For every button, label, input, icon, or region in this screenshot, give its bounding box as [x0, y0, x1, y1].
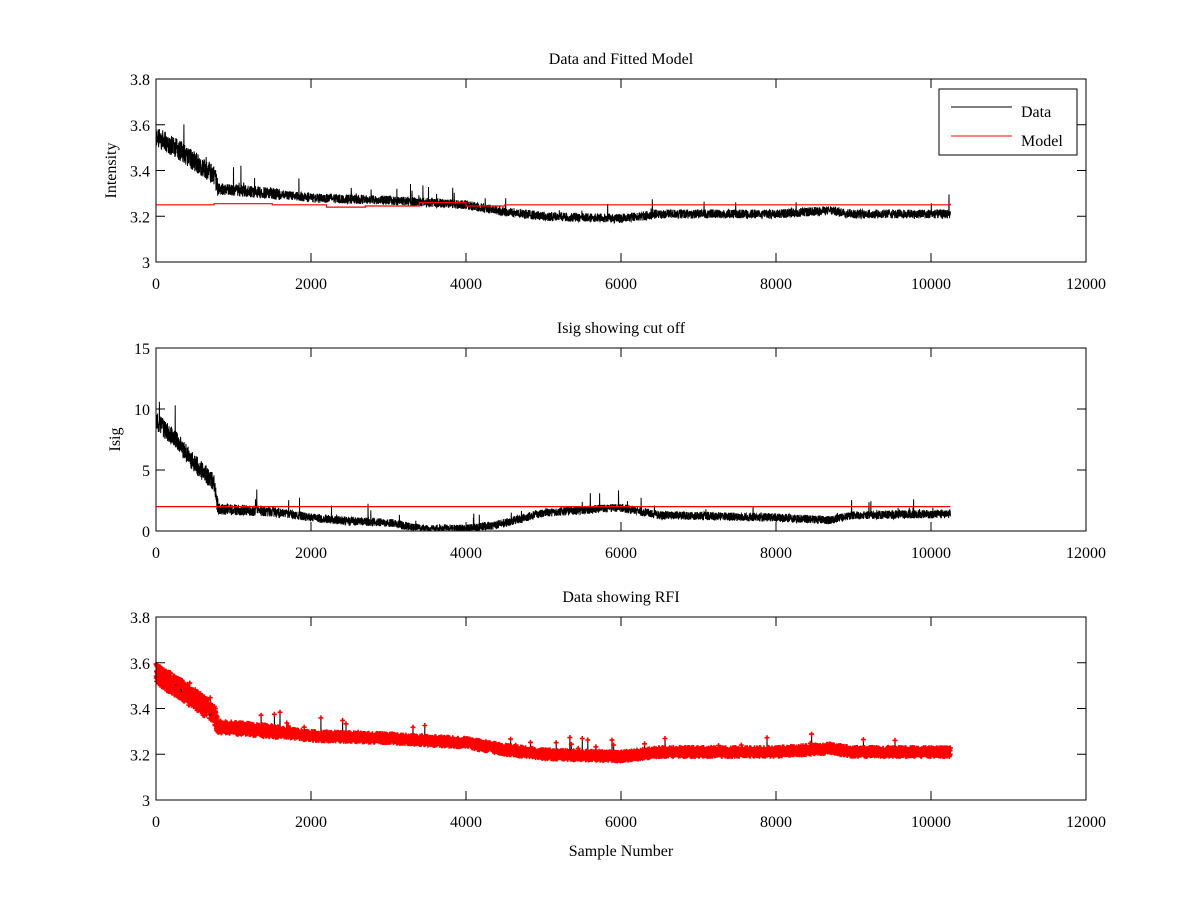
x-tick-label: 0 — [152, 814, 160, 831]
x-tick-label: 2000 — [295, 276, 327, 293]
chart-title: Data showing RFI — [562, 589, 679, 606]
x-tick-label: 12000 — [1066, 545, 1106, 562]
y-tick-label: 3 — [142, 255, 150, 272]
y-tick-label: 3.2 — [130, 209, 150, 226]
legend-label: Data — [1021, 104, 1051, 121]
x-tick-label: 10000 — [911, 545, 951, 562]
series-line — [156, 201, 952, 208]
series-isig — [155, 401, 951, 532]
y-tick-label: 3.4 — [130, 164, 150, 181]
x-tick-label: 10000 — [911, 814, 951, 831]
y-tick-label: 15 — [134, 341, 150, 358]
x-tick-label: 0 — [152, 545, 160, 562]
series-data — [155, 124, 951, 225]
x-tick-label: 12000 — [1066, 276, 1106, 293]
y-tick-label: 3.6 — [130, 656, 150, 673]
subplot-3: 0 2000 4000 6000 8000 10000 12000 3 3.2 3.4 3.6 3.8… — [130, 589, 1106, 860]
x-tick-label: 0 — [152, 276, 160, 293]
y-tick-label: 10 — [134, 402, 150, 419]
chart-title: Data and Fitted Model — [549, 51, 694, 68]
y-tick-label: 3 — [142, 793, 150, 810]
x-tick-label: 2000 — [295, 814, 327, 831]
x-tick-label: 10000 — [911, 276, 951, 293]
y-tick-label: 3.8 — [130, 72, 150, 89]
plot-area — [156, 348, 1086, 531]
plot-area — [156, 79, 1086, 262]
series-line — [155, 401, 951, 532]
y-axis-label: Intensity — [103, 143, 120, 199]
y-axis-label: Isig — [107, 428, 124, 452]
y-tick-label: 3.4 — [130, 702, 150, 719]
legend-box — [938, 88, 1078, 156]
x-tick-label: 6000 — [605, 814, 637, 831]
legend: Data Model — [938, 88, 1078, 156]
y-tick-label: 3.8 — [130, 610, 150, 627]
x-tick-label: 4000 — [450, 814, 482, 831]
x-tick-label: 6000 — [605, 276, 637, 293]
series-model — [156, 201, 952, 208]
x-tick-label: 12000 — [1066, 814, 1106, 831]
subplot-2: 0 2000 4000 6000 8000 10000 12000 0 5 10 15 Isig sh… — [107, 320, 1106, 562]
x-tick-label: 8000 — [760, 276, 792, 293]
x-tick-label: 8000 — [760, 545, 792, 562]
plot-area — [156, 617, 1086, 800]
x-tick-label: 8000 — [760, 814, 792, 831]
x-tick-label: 4000 — [450, 276, 482, 293]
legend-label: Model — [1021, 133, 1063, 150]
subplot-1: 0 2000 4000 6000 8000 10000 12000 3 3.2 3.4 3.6 3.8… — [103, 51, 1106, 293]
series-line — [155, 124, 951, 225]
chart-title: Isig showing cut off — [557, 320, 686, 337]
x-tick-label: 2000 — [295, 545, 327, 562]
x-axis-label: Sample Number — [569, 843, 674, 860]
x-tick-label: 4000 — [450, 545, 482, 562]
y-tick-label: 0 — [142, 524, 150, 541]
y-tick-label: 3.2 — [130, 747, 150, 764]
x-tick-label: 6000 — [605, 545, 637, 562]
y-tick-label: 5 — [142, 463, 150, 480]
y-tick-label: 3.6 — [130, 118, 150, 135]
